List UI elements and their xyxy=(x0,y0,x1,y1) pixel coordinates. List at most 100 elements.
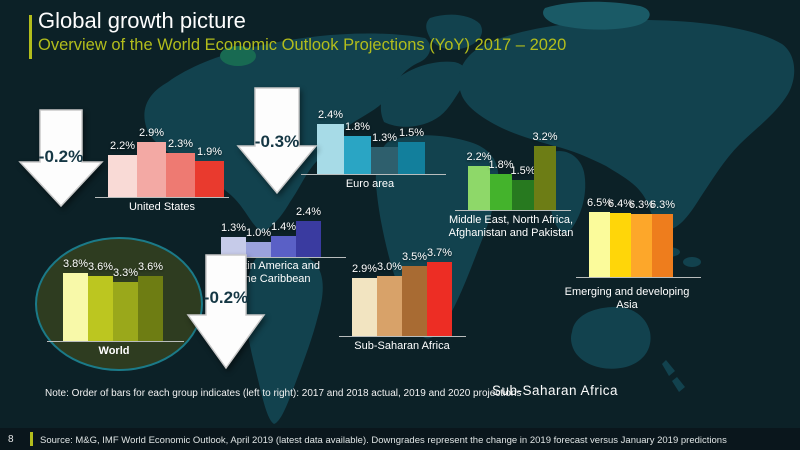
bar-emerging-and-developing-asia-2019 xyxy=(631,214,652,277)
bar-value-label-sub-saharan-africa-2020: 3.7% xyxy=(426,247,453,259)
bar-world-2020 xyxy=(138,276,163,341)
bar-value-label-middle-east-north-africa-afghanistan-and-pakistan-2017: 2.2% xyxy=(466,151,492,163)
continent-australia xyxy=(571,306,651,369)
chart-axis-middle-east-north-africa-afghanistan-and-pakistan xyxy=(455,210,571,211)
downgrade-label-united-states: -0.2% xyxy=(38,147,84,166)
continent-asia xyxy=(458,20,795,230)
continent-south-america xyxy=(246,251,323,424)
bar-latin-america-and-the-caribbean-2020 xyxy=(296,221,321,257)
bar-value-label-world-2018: 3.6% xyxy=(87,261,114,273)
chart-title-euro-area: Euro area xyxy=(345,178,395,190)
chart-title-sub-saharan-africa: Sub-Saharan Africa xyxy=(354,340,450,352)
bar-latin-america-and-the-caribbean-2017 xyxy=(221,237,246,257)
bar-value-label-united-states-2018: 2.9% xyxy=(138,127,165,139)
bar-value-label-emerging-and-developing-asia-2017: 6.5% xyxy=(586,197,613,209)
footer-accent-bar xyxy=(30,432,33,446)
bar-value-label-sub-saharan-africa-2018: 3.0% xyxy=(376,261,403,273)
downgrade-arrow-united-states xyxy=(18,109,104,208)
islands-philippines xyxy=(683,257,701,267)
bar-sub-saharan-africa-2017 xyxy=(352,278,377,336)
bar-value-label-world-2017: 3.8% xyxy=(62,258,89,270)
note-text: Note: Order of bars for each group indic… xyxy=(45,388,522,399)
bar-value-label-sub-saharan-africa-2019: 3.5% xyxy=(401,251,428,263)
bar-value-label-euro-area-2018: 1.8% xyxy=(344,121,371,133)
chart-title-latin-america-and-the-caribbean-line2: the Caribbean xyxy=(241,273,311,285)
bar-value-label-euro-area-2020: 1.5% xyxy=(398,127,425,139)
bar-value-label-euro-area-2017: 2.4% xyxy=(317,109,344,121)
bar-middle-east-north-africa-afghanistan-and-pakistan-2018 xyxy=(490,174,512,210)
bar-value-label-middle-east-north-africa-afghanistan-and-pakistan-2020: 3.2% xyxy=(532,131,558,143)
bar-euro-area-2020 xyxy=(398,142,425,174)
chart-title-world: World xyxy=(98,345,130,357)
bar-middle-east-north-africa-afghanistan-and-pakistan-2020 xyxy=(534,146,556,210)
bar-euro-area-2017 xyxy=(317,124,344,174)
bar-value-label-latin-america-and-the-caribbean-2020: 2.4% xyxy=(295,206,322,218)
bar-world-2018 xyxy=(88,276,113,341)
bar-world-2017 xyxy=(63,273,88,341)
downgrade-label-euro-area: -0.3% xyxy=(254,132,300,151)
chart-title-emerging-and-developing-asia-line1: Emerging and developing xyxy=(564,286,690,298)
chart-axis-emerging-and-developing-asia xyxy=(576,277,701,278)
bar-euro-area-2018 xyxy=(344,136,371,174)
chart-axis-united-states xyxy=(95,197,229,198)
subcontinent-india xyxy=(547,150,586,233)
footer-bar: 8 Source: M&G, IMF World Economic Outloo… xyxy=(0,428,800,450)
bar-sub-saharan-africa-2018 xyxy=(377,276,402,336)
island-greenland xyxy=(426,14,483,50)
chart-axis-sub-saharan-africa xyxy=(339,336,466,337)
downgrade-label-world: -0.2% xyxy=(203,288,249,307)
page-number: 8 xyxy=(8,434,14,445)
page-title: Global growth picture xyxy=(38,8,246,33)
chart-axis-euro-area xyxy=(301,174,446,175)
bar-value-label-euro-area-2019: 1.3% xyxy=(371,132,398,144)
downgrade-arrow-euro-area xyxy=(236,87,318,195)
page-subtitle: Overview of the World Economic Outlook P… xyxy=(38,36,567,54)
chart-axis-latin-america-and-the-caribbean xyxy=(206,257,346,258)
bar-sub-saharan-africa-2019 xyxy=(402,266,427,336)
bar-value-label-middle-east-north-africa-afghanistan-and-pakistan-2018: 1.8% xyxy=(488,159,514,171)
bar-euro-area-2019 xyxy=(371,147,398,174)
bar-value-label-latin-america-and-the-caribbean-2019: 1.4% xyxy=(270,221,297,233)
title-accent-bar xyxy=(29,15,32,59)
bar-value-label-sub-saharan-africa-2017: 2.9% xyxy=(351,263,378,275)
bar-value-label-world-2019: 3.3% xyxy=(112,267,139,279)
source-text: Source: M&G, IMF World Economic Outlook,… xyxy=(40,435,727,446)
bar-united-states-2020 xyxy=(195,161,224,197)
bar-value-label-latin-america-and-the-caribbean-2018: 1.0% xyxy=(245,227,272,239)
bar-value-label-world-2020: 3.6% xyxy=(137,261,164,273)
bar-value-label-middle-east-north-africa-afghanistan-and-pakistan-2019: 1.5% xyxy=(510,165,536,177)
chart-title-latin-america-and-the-caribbean-line1: Latin America and xyxy=(231,260,321,272)
islands-new-zealand xyxy=(662,360,685,392)
bar-value-label-latin-america-and-the-caribbean-2017: 1.3% xyxy=(220,222,247,234)
bar-value-label-united-states-2020: 1.9% xyxy=(196,146,223,158)
chart-title-middle-east-north-africa-afghanistan-and-pakistan-line2: Afghanistan and Pakistan xyxy=(448,227,574,239)
continent-europe xyxy=(380,61,467,127)
bar-value-label-united-states-2019: 2.3% xyxy=(167,138,194,150)
map-highlight-arctic xyxy=(543,1,650,30)
bar-emerging-and-developing-asia-2017 xyxy=(589,212,610,277)
bar-value-label-emerging-and-developing-asia-2018: 6.4% xyxy=(607,198,634,210)
bar-united-states-2019 xyxy=(166,153,195,197)
bar-value-label-emerging-and-developing-asia-2020: 6.3% xyxy=(649,199,676,211)
bar-world-2019 xyxy=(113,282,138,341)
bar-emerging-and-developing-asia-2020 xyxy=(652,214,673,277)
chart-title-middle-east-north-africa-afghanistan-and-pakistan-line1: Middle East, North Africa, xyxy=(448,214,574,226)
bar-middle-east-north-africa-afghanistan-and-pakistan-2017 xyxy=(468,166,490,210)
bar-sub-saharan-africa-2020 xyxy=(427,262,452,336)
chart-axis-world xyxy=(47,341,184,342)
bar-value-label-emerging-and-developing-asia-2019: 6.3% xyxy=(628,199,655,211)
bar-latin-america-and-the-caribbean-2019 xyxy=(271,236,296,257)
map-highlight-hudson xyxy=(220,46,256,66)
bar-value-label-united-states-2017: 2.2% xyxy=(109,140,136,152)
map-region-label: Sub-Saharan Africa xyxy=(492,383,619,398)
chart-title-united-states: United States xyxy=(128,201,196,213)
bar-united-states-2017 xyxy=(108,155,137,197)
bar-middle-east-north-africa-afghanistan-and-pakistan-2019 xyxy=(512,180,534,210)
bar-latin-america-and-the-caribbean-2018 xyxy=(246,242,271,257)
bar-united-states-2018 xyxy=(137,142,166,197)
chart-title-emerging-and-developing-asia-line2: Asia xyxy=(616,299,638,311)
downgrade-arrow-world xyxy=(186,254,266,370)
